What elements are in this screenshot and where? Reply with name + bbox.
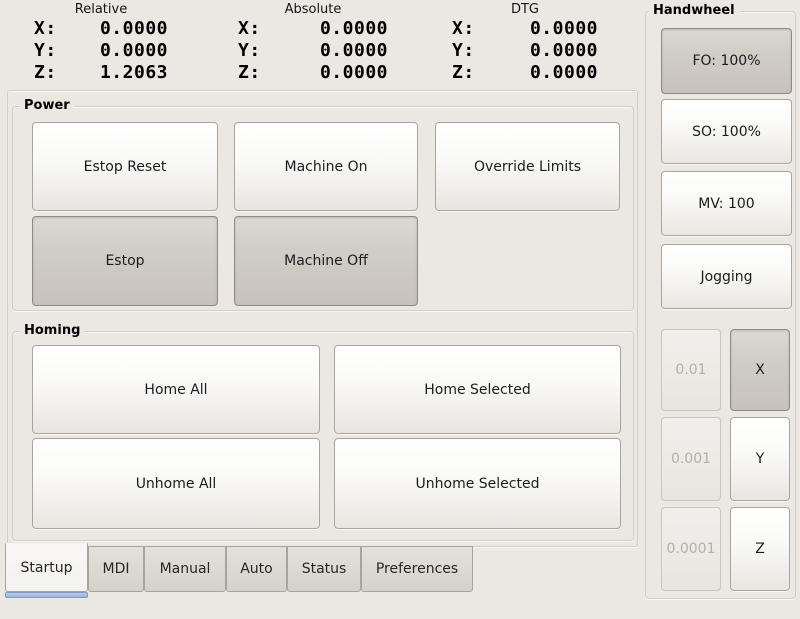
increment-0-01-button[interactable]: 0.01 xyxy=(661,329,721,411)
dro-column-absolute: Absolute X: 0.0000 Y: 0.0000 Z: 0.0000 xyxy=(238,2,388,84)
dro-row-z: Z: 1.2063 xyxy=(34,62,168,84)
increment-0-0001-button[interactable]: 0.0001 xyxy=(661,507,721,591)
handwheel-group: Handwheel FO: 100% SO: 100% MV: 100 Jogg… xyxy=(645,3,796,599)
axis-label: Y: xyxy=(452,40,475,61)
active-tab-underline xyxy=(5,592,88,598)
power-group: Power Estop Reset Machine On Override Li… xyxy=(12,98,634,311)
dro-column-relative: Relative X: 0.0000 Y: 0.0000 Z: 1.2063 xyxy=(34,2,168,84)
override-limits-button[interactable]: Override Limits xyxy=(435,122,620,211)
power-group-label: Power xyxy=(20,98,74,114)
axis-label: Z: xyxy=(238,62,261,83)
tab-status[interactable]: Status xyxy=(287,546,361,592)
jogging-button[interactable]: Jogging xyxy=(661,244,792,309)
axis-value: 0.0000 xyxy=(529,18,598,39)
tab-mdi[interactable]: MDI xyxy=(88,546,144,592)
axis-label: Z: xyxy=(452,62,475,83)
dro-column-dtg: DTG X: 0.0000 Y: 0.0000 Z: 0.0000 xyxy=(452,2,598,84)
dro-title-absolute: Absolute xyxy=(284,2,342,17)
handwheel-group-label: Handwheel xyxy=(649,3,739,19)
tab-preferences[interactable]: Preferences xyxy=(361,546,473,592)
main-panel: Power Estop Reset Machine On Override Li… xyxy=(7,90,638,547)
axis-value: 0.0000 xyxy=(319,18,388,39)
axis-y-button[interactable]: Y xyxy=(730,417,790,501)
dro-title-relative: Relative xyxy=(74,2,128,17)
estop-button[interactable]: Estop xyxy=(32,216,218,306)
axis-value: 0.0000 xyxy=(319,40,388,61)
max-velocity-button[interactable]: MV: 100 xyxy=(661,171,792,236)
home-all-button[interactable]: Home All xyxy=(32,345,320,434)
axis-label: Z: xyxy=(34,62,57,83)
home-selected-button[interactable]: Home Selected xyxy=(334,345,621,434)
unhome-all-button[interactable]: Unhome All xyxy=(32,438,320,529)
dro-title-dtg: DTG xyxy=(510,2,540,17)
axis-label: X: xyxy=(34,18,57,39)
axis-value: 0.0000 xyxy=(319,62,388,83)
dro-row-x: X: 0.0000 xyxy=(238,18,388,40)
tab-manual[interactable]: Manual xyxy=(144,546,226,592)
dro-row-y: Y: 0.0000 xyxy=(238,40,388,62)
homing-group-label: Homing xyxy=(20,323,85,339)
tab-startup[interactable]: Startup xyxy=(5,543,88,592)
dro-row-x: X: 0.0000 xyxy=(34,18,168,40)
feed-override-button[interactable]: FO: 100% xyxy=(661,28,792,94)
estop-reset-button[interactable]: Estop Reset xyxy=(32,122,218,211)
dro-row-y: Y: 0.0000 xyxy=(452,40,598,62)
axis-value: 0.0000 xyxy=(529,62,598,83)
tab-auto[interactable]: Auto xyxy=(226,546,287,592)
axis-label: X: xyxy=(238,18,261,39)
machine-off-button[interactable]: Machine Off xyxy=(234,216,418,306)
axis-value: 1.2063 xyxy=(99,62,168,83)
axis-label: X: xyxy=(452,18,475,39)
dro-row-z: Z: 0.0000 xyxy=(452,62,598,84)
homing-group: Homing Home All Home Selected Unhome All… xyxy=(12,323,634,541)
dro-row-y: Y: 0.0000 xyxy=(34,40,168,62)
axis-label: Y: xyxy=(238,40,261,61)
spindle-override-button[interactable]: SO: 100% xyxy=(661,99,792,164)
machine-on-button[interactable]: Machine On xyxy=(234,122,418,211)
axis-value: 0.0000 xyxy=(529,40,598,61)
increment-0-001-button[interactable]: 0.001 xyxy=(661,417,721,501)
dro-row-z: Z: 0.0000 xyxy=(238,62,388,84)
axis-label: Y: xyxy=(34,40,57,61)
axis-z-button[interactable]: Z xyxy=(730,507,790,591)
axis-value: 0.0000 xyxy=(99,18,168,39)
unhome-selected-button[interactable]: Unhome Selected xyxy=(334,438,621,529)
dro-row-x: X: 0.0000 xyxy=(452,18,598,40)
axis-value: 0.0000 xyxy=(99,40,168,61)
axis-x-button[interactable]: X xyxy=(730,329,790,411)
